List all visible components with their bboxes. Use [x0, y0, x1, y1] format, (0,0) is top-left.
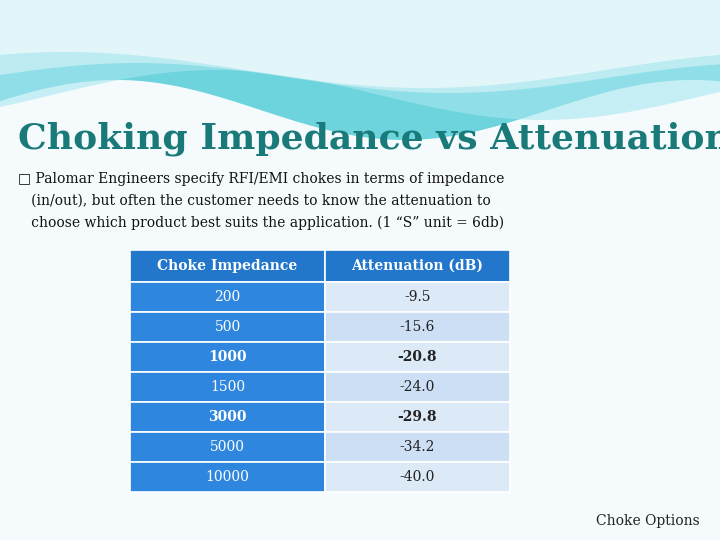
Text: 5000: 5000 [210, 440, 245, 454]
Text: -15.6: -15.6 [400, 320, 435, 334]
Text: □ Palomar Engineers specify RFI/EMI chokes in terms of impedance: □ Palomar Engineers specify RFI/EMI chok… [18, 172, 505, 186]
Text: (in/out), but often the customer needs to know the attenuation to: (in/out), but often the customer needs t… [18, 194, 491, 208]
Text: -40.0: -40.0 [400, 470, 435, 484]
Bar [130, 282, 325, 312]
Text: -24.0: -24.0 [400, 380, 435, 394]
Text: Attenuation (dB): Attenuation (dB) [351, 259, 484, 273]
Bar [130, 250, 325, 282]
Bar [325, 312, 510, 342]
Bar [325, 342, 510, 372]
Bar [325, 282, 510, 312]
Text: 500: 500 [215, 320, 240, 334]
Text: Choking Impedance vs Attenuation: Choking Impedance vs Attenuation [18, 122, 720, 157]
Bar [130, 402, 325, 432]
Text: -20.8: -20.8 [397, 350, 437, 364]
Polygon shape [0, 0, 720, 120]
Bar [325, 372, 510, 402]
Polygon shape [0, 0, 720, 140]
Bar [130, 432, 325, 462]
Text: 3000: 3000 [208, 410, 247, 424]
Text: 200: 200 [215, 290, 240, 304]
Bar [325, 402, 510, 432]
Text: 1500: 1500 [210, 380, 245, 394]
Bar [325, 432, 510, 462]
Bar [130, 342, 325, 372]
Text: 10000: 10000 [206, 470, 249, 484]
Text: Choke Options: Choke Options [596, 514, 700, 528]
Text: choose which product best suits the application. (1 “S” unit = 6db): choose which product best suits the appl… [18, 216, 504, 231]
Bar [130, 312, 325, 342]
Polygon shape [0, 0, 720, 93]
Polygon shape [0, 0, 720, 88]
Bar [130, 372, 325, 402]
Text: 1000: 1000 [208, 350, 247, 364]
Text: -9.5: -9.5 [404, 290, 431, 304]
Text: -29.8: -29.8 [397, 410, 437, 424]
Bar [130, 462, 325, 492]
Text: Choke Impedance: Choke Impedance [158, 259, 297, 273]
Bar [325, 250, 510, 282]
Text: -34.2: -34.2 [400, 440, 435, 454]
Bar [325, 462, 510, 492]
